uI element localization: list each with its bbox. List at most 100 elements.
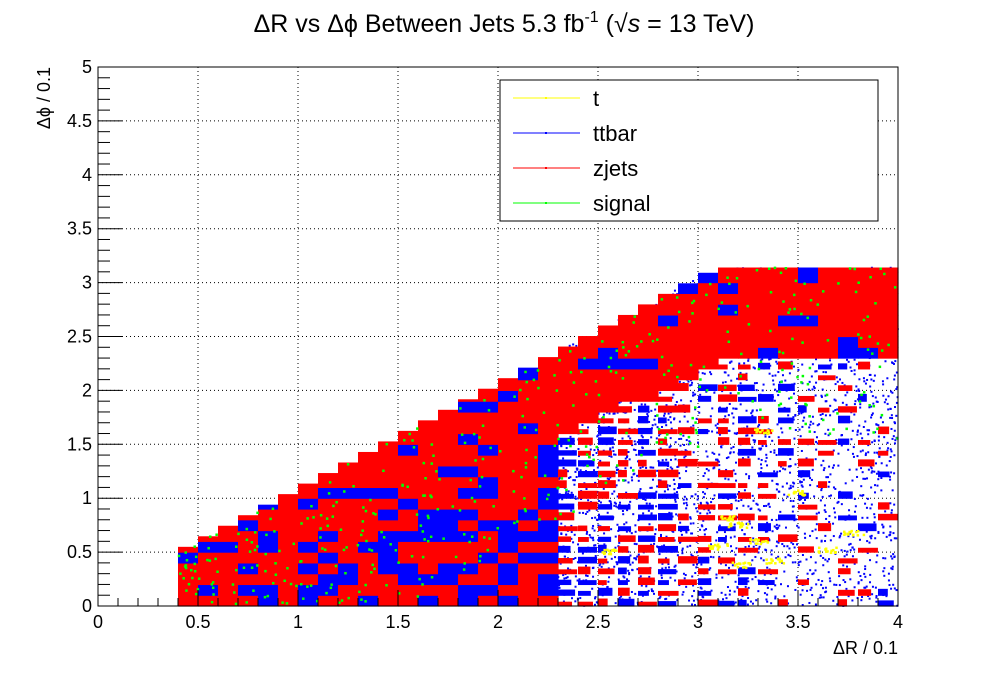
point-ttbar — [622, 513, 625, 516]
point-t — [728, 519, 731, 522]
point-ttbar — [658, 569, 677, 575]
point-zjets — [858, 459, 875, 467]
point-ttbar — [593, 449, 596, 452]
point-zjets — [598, 379, 619, 391]
point-ttbar — [591, 517, 594, 520]
point-signal — [717, 307, 720, 311]
point-zjets — [338, 519, 359, 532]
point-ttbar — [775, 577, 778, 580]
point-signal — [435, 470, 438, 473]
point-ttbar — [746, 425, 749, 428]
point-ttbar — [498, 562, 519, 575]
point-ttbar — [859, 450, 862, 453]
point-zjets — [598, 461, 611, 467]
point-ttbar — [711, 451, 714, 454]
point-zjets — [878, 513, 898, 521]
point-ttbar — [318, 530, 339, 542]
point-ttbar — [834, 383, 837, 386]
point-signal — [837, 282, 840, 285]
point-ttbar — [737, 491, 740, 494]
point-signal — [780, 380, 783, 384]
point-signal — [660, 441, 663, 444]
point-ttbar — [836, 603, 839, 606]
point-zjets — [618, 418, 630, 424]
point-ttbar — [843, 555, 846, 558]
point-ttbar — [828, 480, 831, 483]
point-ttbar — [890, 587, 893, 590]
point-ttbar — [729, 589, 732, 592]
point-signal — [859, 336, 863, 340]
point-zjets — [458, 498, 479, 510]
point-ttbar — [598, 358, 619, 370]
point-signal — [677, 310, 681, 314]
point-ttbar — [864, 477, 867, 480]
point-ttbar — [827, 428, 830, 431]
point-zjets — [558, 401, 579, 413]
point-ttbar — [761, 358, 764, 361]
point-ttbar — [799, 560, 802, 563]
point-signal — [372, 512, 375, 515]
point-zjets — [718, 394, 738, 402]
point-zjets — [858, 267, 879, 273]
point-zjets — [638, 379, 659, 391]
point-zjets — [878, 267, 899, 273]
point-ttbar — [653, 542, 656, 545]
point-signal — [524, 466, 528, 469]
point-signal — [480, 475, 484, 479]
point-ttbar — [819, 499, 822, 502]
point-ttbar — [626, 455, 629, 458]
point-ttbar — [832, 486, 835, 489]
point-signal — [632, 469, 635, 472]
point-signal — [470, 496, 474, 500]
point-signal — [416, 595, 420, 598]
point-ttbar — [627, 435, 630, 438]
point-signal — [274, 562, 277, 565]
point-signal — [362, 506, 365, 509]
point-ttbar — [570, 509, 573, 512]
point-signal — [679, 432, 682, 436]
point-ttbar — [658, 417, 667, 424]
point-zjets — [218, 552, 239, 564]
point-zjets — [738, 314, 759, 327]
point-zjets — [558, 601, 573, 607]
point-ttbar — [835, 376, 838, 379]
point-ttbar — [638, 492, 657, 499]
point-ttbar — [834, 516, 837, 519]
point-zjets — [518, 584, 539, 596]
point-t — [765, 539, 768, 543]
point-signal — [616, 464, 619, 467]
point-ttbar — [718, 600, 735, 607]
point-signal — [403, 438, 406, 442]
point-ttbar — [598, 437, 614, 445]
point-signal — [415, 513, 419, 516]
point-signal — [691, 416, 694, 420]
point-zjets — [818, 439, 837, 445]
point-zjets — [738, 373, 748, 381]
point-ttbar — [538, 487, 559, 499]
point-ttbar — [616, 523, 619, 526]
point-ttbar — [823, 504, 826, 507]
point-ttbar — [818, 596, 821, 599]
point-signal — [512, 490, 516, 493]
point-ttbar — [886, 441, 889, 444]
point-signal — [412, 446, 416, 449]
point-ttbar — [629, 401, 632, 404]
point-zjets — [638, 544, 655, 553]
point-ttbar — [861, 437, 864, 440]
point-t — [726, 518, 729, 522]
point-ttbar — [820, 394, 823, 397]
point-zjets — [798, 325, 819, 338]
point-signal — [177, 554, 181, 558]
point-t — [817, 550, 821, 553]
point-signal — [212, 593, 215, 596]
point-ttbar — [830, 363, 833, 366]
point-ttbar — [635, 558, 638, 561]
point-signal — [793, 307, 796, 311]
point-ttbar — [868, 406, 871, 409]
point-ttbar — [886, 377, 889, 380]
point-ttbar — [600, 565, 603, 568]
point-ttbar — [578, 471, 598, 478]
point-ttbar — [258, 504, 279, 510]
point-ttbar — [692, 584, 695, 587]
